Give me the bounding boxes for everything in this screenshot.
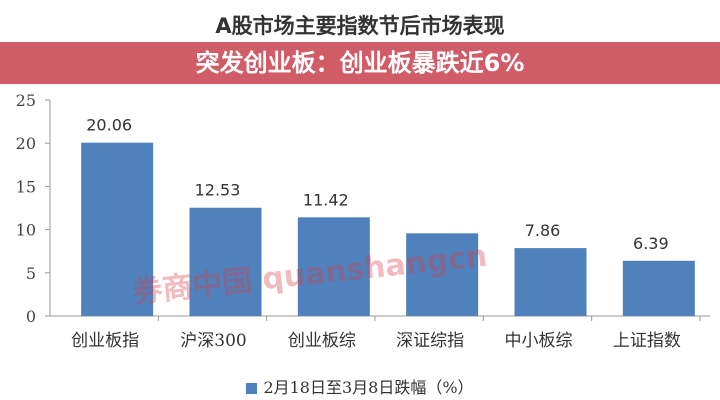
chart-title: A股市场主要指数节后市场表现	[215, 14, 505, 38]
y-tick-label: 20	[16, 134, 36, 153]
x-tick-label: 中小板综	[505, 331, 573, 351]
x-tick-label: 上证指数	[613, 331, 681, 351]
bar	[297, 217, 370, 316]
data-label: 12.53	[195, 181, 241, 200]
bar	[81, 142, 154, 316]
y-tick-label: 15	[16, 177, 36, 196]
y-tick-label: 10	[16, 221, 36, 240]
data-label: 20.06	[86, 116, 132, 135]
y-tick-label: 5	[26, 264, 36, 283]
y-tick-label: 25	[16, 91, 36, 110]
legend-swatch	[246, 383, 258, 394]
bar	[406, 233, 479, 316]
x-tick-label: 创业板指	[71, 331, 139, 351]
legend-label: 2月18日至3月8日跌幅（%）	[263, 378, 474, 397]
data-label: 6.39	[633, 234, 669, 253]
data-label: 11.42	[303, 190, 349, 209]
bar	[622, 260, 695, 316]
y-tick-label: 0	[26, 307, 36, 326]
legend: 2月18日至3月8日跌幅（%）	[0, 374, 720, 398]
data-label: 7.86	[525, 221, 561, 240]
x-tick-label: 深证综指	[396, 331, 464, 351]
bar	[514, 248, 587, 316]
headline-banner: 突发创业板：创业板暴跌近6%	[0, 42, 720, 84]
x-tick-label: 沪深300	[180, 331, 246, 351]
bar	[189, 207, 262, 316]
x-tick-label: 创业板综	[288, 331, 356, 351]
